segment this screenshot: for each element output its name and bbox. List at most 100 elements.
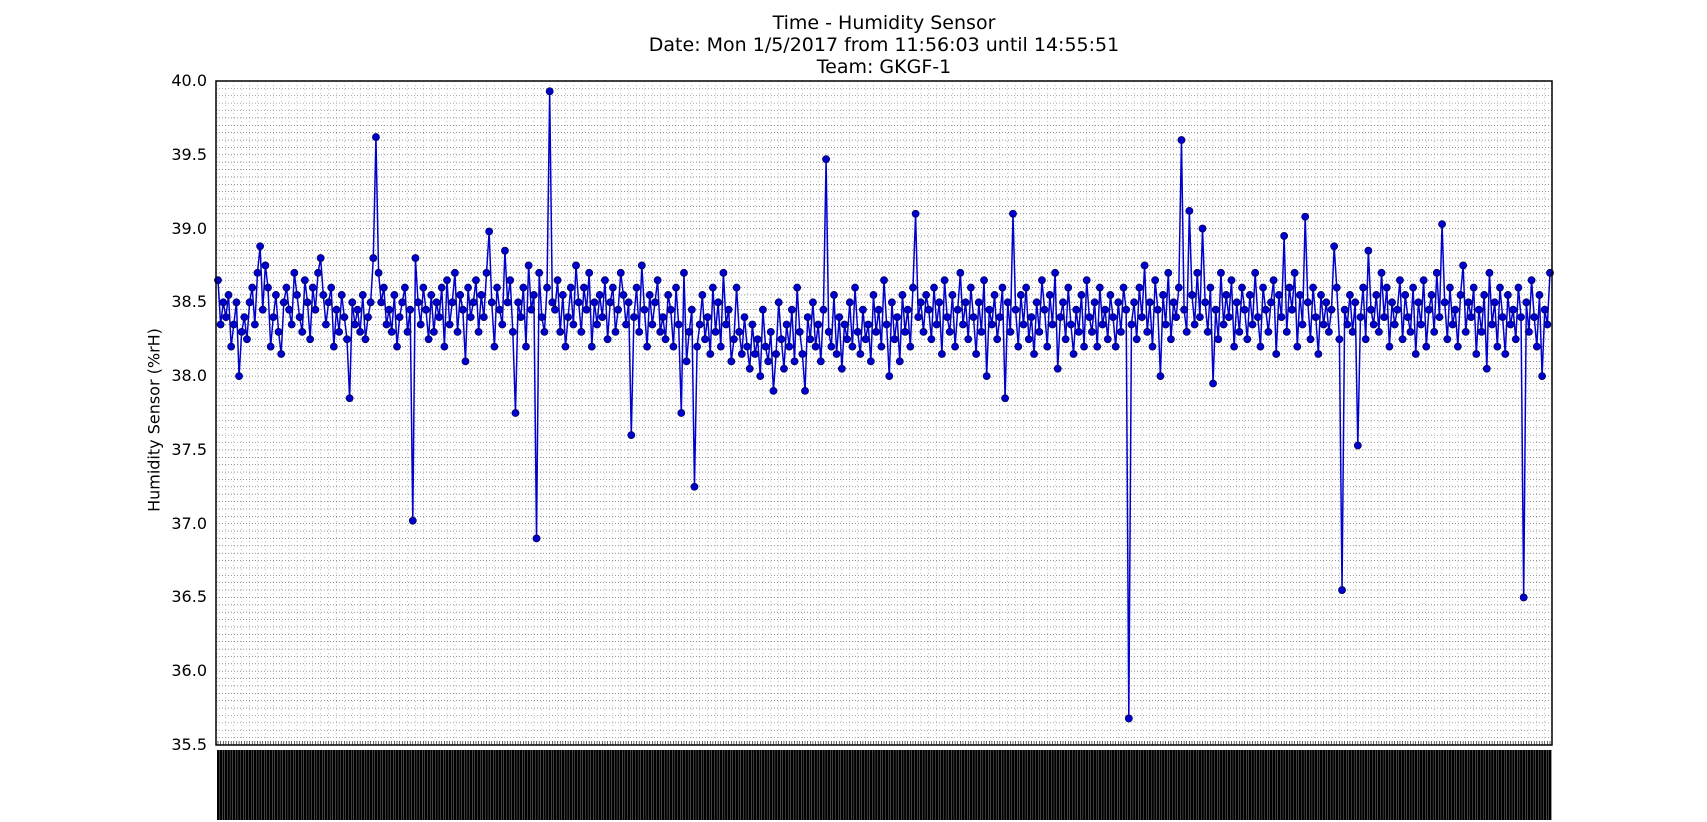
x-tick-label — [1119, 750, 1123, 820]
x-tick-label — [348, 750, 352, 820]
x-tick-label — [1404, 750, 1407, 820]
x-tick-label — [282, 750, 286, 820]
data-point — [1169, 298, 1178, 307]
data-point — [685, 327, 694, 336]
data-point — [993, 335, 1002, 344]
x-tick-label — [522, 750, 525, 820]
data-point — [316, 254, 325, 262]
data-point — [329, 342, 338, 351]
x-tick-label — [740, 750, 744, 820]
x-tick-label — [1325, 750, 1328, 820]
data-point — [1514, 283, 1523, 292]
x-tick-label — [432, 750, 436, 820]
data-point — [643, 342, 651, 351]
x-tick-label — [1019, 750, 1023, 820]
data-point — [227, 342, 236, 351]
data-point — [1401, 291, 1410, 299]
data-point — [801, 386, 809, 395]
data-point — [1140, 261, 1149, 270]
data-point — [982, 372, 991, 381]
data-point — [298, 327, 307, 336]
data-point — [1503, 291, 1512, 299]
x-tick-label — [319, 750, 323, 820]
x-tick-label — [901, 750, 904, 820]
data-point — [1093, 342, 1102, 351]
x-tick-label — [364, 750, 367, 820]
data-point — [416, 320, 425, 329]
x-tick-label — [846, 750, 849, 820]
x-tick-label — [1546, 750, 1549, 820]
data-point — [627, 431, 636, 440]
x-tick-label — [1275, 750, 1278, 820]
data-point — [748, 320, 757, 329]
data-point — [350, 320, 359, 329]
x-tick-label — [322, 750, 325, 820]
x-tick-label — [1151, 750, 1154, 820]
data-point — [664, 291, 673, 299]
data-point — [340, 313, 349, 321]
data-point — [406, 305, 415, 314]
x-tick-label — [361, 750, 365, 820]
data-point — [680, 268, 688, 277]
x-tick-label — [1512, 750, 1515, 820]
x-tick-label — [972, 750, 975, 820]
x-tick-label — [909, 750, 912, 820]
data-point — [485, 227, 494, 236]
x-tick-label — [1230, 750, 1233, 820]
data-point — [616, 268, 625, 277]
data-point — [998, 283, 1007, 292]
data-point — [835, 313, 844, 321]
data-point — [237, 327, 246, 336]
data-point — [695, 320, 704, 329]
data-point — [872, 327, 881, 336]
data-point — [759, 305, 767, 314]
data-point — [232, 298, 241, 307]
data-point — [885, 372, 894, 381]
x-tick-label — [872, 750, 875, 820]
data-point — [1432, 268, 1441, 277]
x-tick-label — [1301, 750, 1304, 820]
x-tick-label — [427, 750, 430, 820]
x-tick-label — [1243, 750, 1247, 820]
data-point — [866, 357, 875, 366]
x-tick-label — [1338, 750, 1341, 820]
x-tick-label — [274, 750, 278, 820]
data-point — [1219, 320, 1228, 329]
data-point — [429, 327, 438, 336]
x-tick-label — [619, 750, 623, 820]
data-point — [495, 305, 504, 314]
data-point — [1361, 335, 1370, 344]
x-tick-label — [927, 750, 931, 820]
data-point — [903, 305, 912, 314]
x-tick-label — [935, 750, 939, 820]
x-tick-label — [601, 750, 604, 820]
data-point — [1296, 291, 1304, 299]
x-tick-label — [627, 750, 631, 820]
x-tick-label — [667, 750, 670, 820]
x-tick-label — [272, 750, 275, 820]
data-point — [253, 268, 262, 277]
x-tick-label — [1246, 750, 1249, 820]
data-point — [848, 342, 857, 351]
data-point — [1274, 291, 1283, 299]
x-tick-label — [1501, 750, 1505, 820]
data-point — [737, 350, 746, 358]
data-point — [1045, 291, 1054, 299]
data-point — [756, 372, 765, 381]
x-tick-label — [1296, 750, 1299, 820]
x-tick-label — [1417, 750, 1420, 820]
x-tick-label — [1114, 750, 1118, 820]
data-point — [1088, 327, 1096, 336]
data-point — [1132, 335, 1141, 344]
data-point — [403, 327, 412, 336]
x-tick-label — [1359, 750, 1362, 820]
x-tick-label — [1122, 750, 1125, 820]
x-tick-label — [780, 750, 783, 820]
data-point — [1122, 305, 1131, 314]
data-point — [524, 261, 533, 270]
x-tick-label — [651, 750, 654, 820]
x-tick-label — [956, 750, 960, 820]
data-point — [558, 291, 567, 299]
data-point — [1130, 298, 1138, 307]
x-tick-label — [256, 750, 259, 820]
